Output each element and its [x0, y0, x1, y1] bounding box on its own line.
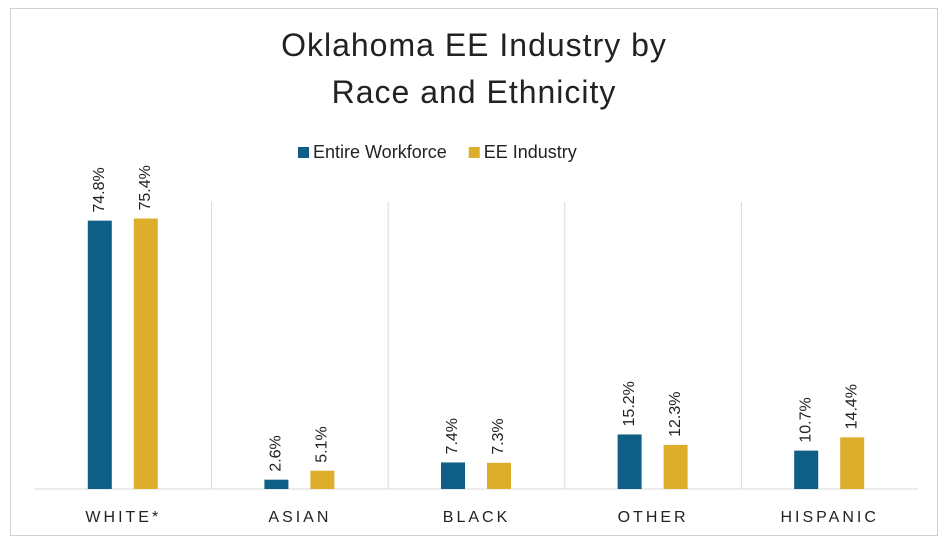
bar [663, 444, 688, 489]
x-tick-label: HISPANIC [781, 509, 879, 526]
chart-title: Oklahoma EE Industry by Race and Ethnici… [281, 27, 667, 110]
legend-swatch [468, 147, 480, 158]
x-tick-label: OTHER [618, 509, 689, 526]
data-label: 7.4% [444, 418, 461, 454]
data-label: 5.1% [314, 426, 331, 462]
data-label: 10.7% [797, 397, 814, 442]
data-label: 12.3% [667, 391, 684, 436]
bar [87, 220, 112, 489]
x-tick-label: ASIAN [268, 509, 331, 526]
legend-swatch [298, 147, 309, 158]
chart-frame [10, 8, 938, 536]
data-label: 75.4% [137, 165, 154, 210]
bar [617, 434, 642, 489]
bar [264, 479, 289, 489]
data-label: 7.3% [490, 418, 507, 454]
bar [794, 450, 819, 489]
bar [310, 470, 335, 489]
bar [133, 218, 158, 489]
data-label: 2.6% [268, 435, 285, 471]
data-label: 14.4% [843, 384, 860, 429]
legend-label: EE Industry [484, 142, 577, 162]
x-tick-label: WHITE* [85, 509, 161, 526]
data-label: 15.2% [621, 381, 638, 426]
bar [441, 462, 465, 489]
bar [487, 462, 511, 489]
x-tick-label: BLACK [443, 509, 510, 526]
data-label: 74.8% [91, 167, 108, 212]
bar [840, 437, 865, 489]
legend-label: Entire Workforce [313, 142, 447, 162]
